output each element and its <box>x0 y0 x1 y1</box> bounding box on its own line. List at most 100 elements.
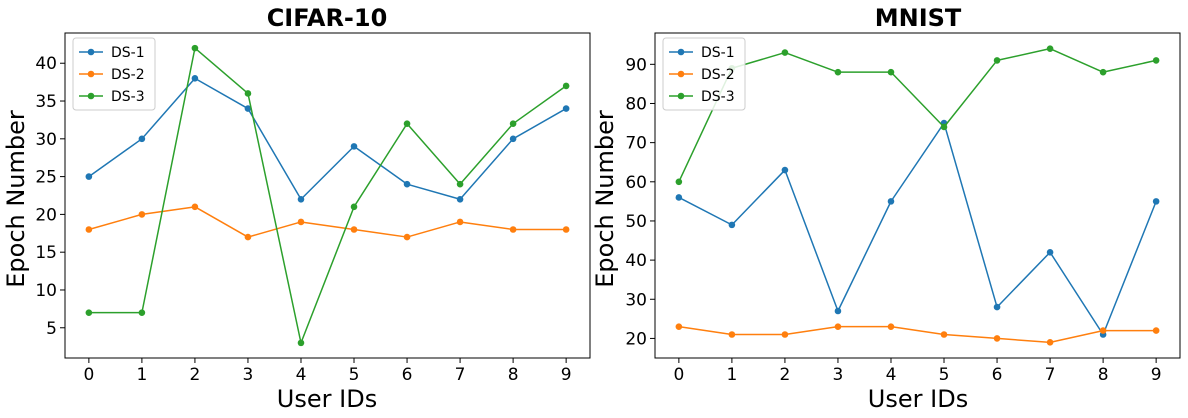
data-point <box>993 57 1001 64</box>
x-tick-label: 3 <box>833 365 844 385</box>
x-tick-label: 8 <box>508 365 519 385</box>
y-tick-label: 40 <box>35 54 57 74</box>
data-point <box>562 105 570 112</box>
legend-swatch-marker <box>87 92 95 100</box>
data-point <box>456 195 464 203</box>
x-tick-label: 6 <box>992 365 1003 385</box>
data-point <box>675 323 683 330</box>
data-point <box>562 226 570 233</box>
data-point <box>834 307 842 315</box>
data-point <box>244 105 252 112</box>
legend-swatch-marker <box>87 70 95 78</box>
x-tick-label: 5 <box>939 365 950 385</box>
data-point <box>781 331 789 338</box>
y-tick-label: 25 <box>35 168 57 188</box>
y-tick-label: 20 <box>625 329 647 349</box>
data-point <box>403 233 411 241</box>
data-point <box>456 180 464 188</box>
data-point <box>403 180 411 188</box>
data-point <box>728 331 736 338</box>
data-point <box>675 178 683 186</box>
y-tick-label: 70 <box>625 134 647 154</box>
legend-swatch-marker <box>677 70 685 78</box>
data-point <box>887 198 895 205</box>
y-tick-label: 35 <box>35 92 57 112</box>
data-point <box>1099 327 1107 334</box>
y-axis-label: Epoch Number <box>591 110 619 288</box>
data-point <box>509 226 517 233</box>
data-point <box>834 68 842 76</box>
data-point <box>138 211 146 218</box>
data-point <box>993 335 1001 342</box>
x-tick-label: 3 <box>243 365 254 385</box>
legend-box <box>662 37 746 111</box>
y-tick-label: 30 <box>625 290 647 310</box>
series-line-ds-2 <box>678 325 1157 344</box>
x-axis-label: User IDs <box>868 385 968 413</box>
x-axis-label: User IDs <box>277 385 377 413</box>
data-point <box>85 226 93 233</box>
y-tick-label: 80 <box>625 94 647 114</box>
data-point <box>728 221 736 229</box>
x-tick-label: 2 <box>190 365 201 385</box>
data-point <box>85 173 93 180</box>
legend-swatch-marker <box>677 92 685 100</box>
data-point <box>244 233 252 241</box>
data-point <box>350 143 358 150</box>
series-line-ds-1 <box>88 77 567 201</box>
legend-swatch-marker <box>677 48 685 56</box>
data-point <box>297 195 305 203</box>
data-point <box>191 44 199 52</box>
legend-entry-label: DS-2 <box>111 67 145 83</box>
series-line-ds-3 <box>88 47 567 344</box>
x-tick-label: 1 <box>136 365 147 385</box>
x-tick-label: 0 <box>83 365 94 385</box>
data-point <box>509 120 517 127</box>
y-axis-label: Epoch Number <box>2 110 30 288</box>
data-point <box>1046 45 1054 52</box>
data-point <box>350 226 358 233</box>
x-tick-label: 8 <box>1098 365 1109 385</box>
legend-entry-label: DS-3 <box>111 89 145 105</box>
x-tick-label: 9 <box>561 365 572 385</box>
data-point <box>887 323 895 330</box>
legend-entry-label: DS-1 <box>701 45 735 61</box>
data-point <box>1152 198 1160 205</box>
x-tick-label: 0 <box>673 365 684 385</box>
data-point <box>244 90 252 97</box>
x-tick-label: 1 <box>726 365 737 385</box>
y-tick-label: 5 <box>46 319 57 339</box>
data-point <box>1099 68 1107 76</box>
data-point <box>85 309 93 316</box>
series-line-ds-2 <box>88 206 567 238</box>
legend-entry-label: DS-3 <box>701 89 735 105</box>
y-tick-label: 15 <box>35 243 57 263</box>
x-tick-label: 5 <box>349 365 360 385</box>
chart-title: CIFAR-10 <box>267 4 388 32</box>
y-tick-label: 10 <box>35 281 57 301</box>
data-point <box>456 218 464 226</box>
data-point <box>138 309 146 316</box>
x-tick-label: 6 <box>402 365 413 385</box>
data-point <box>675 194 683 201</box>
data-point <box>297 218 305 226</box>
data-point <box>191 75 199 82</box>
series-line-ds-1 <box>678 122 1157 336</box>
y-tick-label: 90 <box>625 55 647 75</box>
data-point <box>940 123 948 131</box>
data-point <box>138 135 146 143</box>
chart-title: MNIST <box>875 4 962 32</box>
legend-entry-label: DS-2 <box>701 67 735 83</box>
data-point <box>350 203 358 211</box>
data-point <box>562 82 570 90</box>
y-tick-label: 60 <box>625 173 647 193</box>
data-point <box>887 68 895 76</box>
legend-entry-label: DS-1 <box>111 45 145 61</box>
legend-box <box>72 37 156 111</box>
data-point <box>940 331 948 338</box>
data-point <box>1046 248 1054 256</box>
y-tick-label: 30 <box>35 130 57 150</box>
legend-swatch-marker <box>87 48 95 56</box>
series-line-ds-3 <box>678 47 1157 183</box>
